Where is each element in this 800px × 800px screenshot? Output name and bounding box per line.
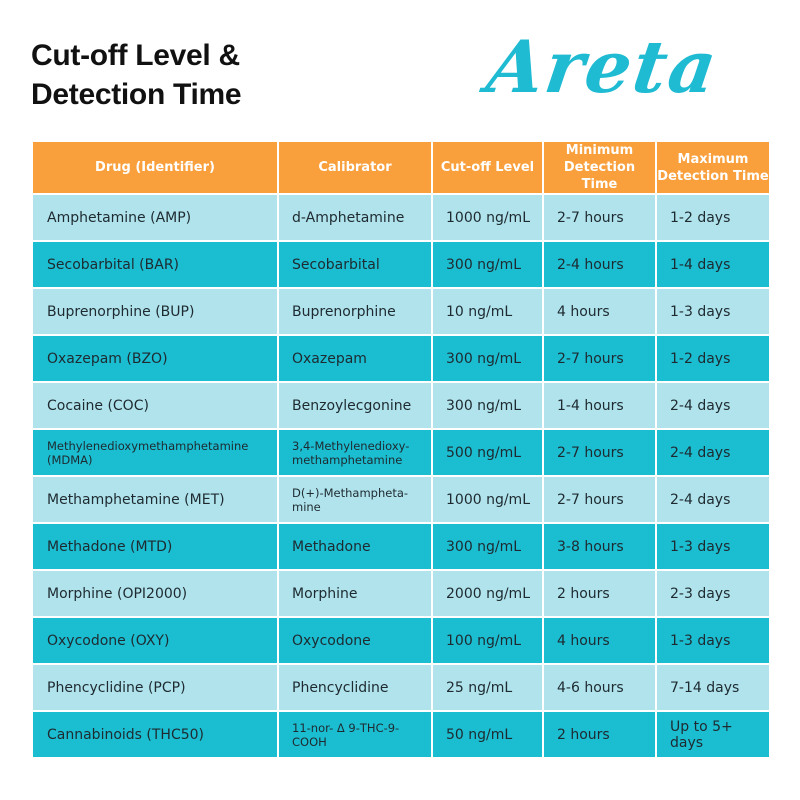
cutoff-cell: 2000 ng/mL	[431, 569, 544, 618]
table-row: Morphine (OPI2000) Morphine 2000 ng/mL 2…	[31, 569, 771, 618]
cutoff-cell: 300 ng/mL	[431, 381, 544, 430]
calibrator-cell: Methadone	[277, 522, 433, 571]
min-detection-cell: 4 hours	[542, 287, 657, 336]
min-detection-cell: 2-7 hours	[542, 193, 657, 242]
cutoff-cell: 1000 ng/mL	[431, 475, 544, 524]
calibrator-cell: d-Amphetamine	[277, 193, 433, 242]
table-row: Methadone (MTD) Methadone 300 ng/mL 3-8 …	[31, 522, 771, 571]
calibrator-cell: Oxazepam	[277, 334, 433, 383]
max-detection-cell: 1-3 days	[655, 522, 771, 571]
column-header-max-detection: Maximum Detection Time	[655, 140, 771, 195]
min-detection-cell: 4-6 hours	[542, 663, 657, 712]
cutoff-cell: 100 ng/mL	[431, 616, 544, 665]
calibrator-cell: Buprenorphine	[277, 287, 433, 336]
drug-cell: Cocaine (COC)	[31, 381, 279, 430]
min-detection-cell: 4 hours	[542, 616, 657, 665]
table-row: Methamphetamine (MET) D(+)-Methampheta-m…	[31, 475, 771, 524]
max-detection-cell: Up to 5+ days	[655, 710, 771, 759]
max-detection-cell: 7-14 days	[655, 663, 771, 712]
table-row: Cocaine (COC) Benzoylecgonine 300 ng/mL …	[31, 381, 771, 430]
drug-cell: Secobarbital (BAR)	[31, 240, 279, 289]
table-row: Oxycodone (OXY) Oxycodone 100 ng/mL 4 ho…	[31, 616, 771, 665]
min-detection-cell: 2-7 hours	[542, 334, 657, 383]
cutoff-cell: 300 ng/mL	[431, 522, 544, 571]
max-detection-cell: 2-4 days	[655, 428, 771, 477]
max-detection-cell: 1-4 days	[655, 240, 771, 289]
min-detection-cell: 2 hours	[542, 569, 657, 618]
drug-cell: Oxycodone (OXY)	[31, 616, 279, 665]
cutoff-cell: 300 ng/mL	[431, 334, 544, 383]
max-detection-cell: 2-4 days	[655, 381, 771, 430]
max-detection-cell: 1-2 days	[655, 193, 771, 242]
max-detection-cell: 2-4 days	[655, 475, 771, 524]
drug-cell: Cannabinoids (THC50)	[31, 710, 279, 759]
calibrator-cell: Oxycodone	[277, 616, 433, 665]
column-header-cutoff: Cut-off Level	[431, 140, 544, 195]
drug-cell: Phencyclidine (PCP)	[31, 663, 279, 712]
calibrator-cell: 11-nor- Δ 9-THC-9- COOH	[277, 710, 433, 759]
table-row: Cannabinoids (THC50) 11-nor- Δ 9-THC-9- C…	[31, 710, 771, 759]
table-header-row: Drug (Identifier) Calibrator Cut-off Lev…	[31, 140, 771, 195]
min-detection-cell: 2-7 hours	[542, 428, 657, 477]
calibrator-cell: Benzoylecgonine	[277, 381, 433, 430]
min-detection-cell: 2-4 hours	[542, 240, 657, 289]
min-detection-cell: 2-7 hours	[542, 475, 657, 524]
cutoff-detection-table: Drug (Identifier) Calibrator Cut-off Lev…	[31, 140, 771, 759]
drug-cell: Methamphetamine (MET)	[31, 475, 279, 524]
cutoff-cell: 10 ng/mL	[431, 287, 544, 336]
table-row: Methylenedioxymethamphetamine (MDMA) 3,4-…	[31, 428, 771, 477]
calibrator-cell: 3,4-Methylenedioxy-methamphetamine	[277, 428, 433, 477]
column-header-min-detection: Minimum Detection Time	[542, 140, 657, 195]
cutoff-cell: 500 ng/mL	[431, 428, 544, 477]
min-detection-cell: 2 hours	[542, 710, 657, 759]
brand-logo: Areta	[482, 24, 724, 109]
max-detection-cell: 2-3 days	[655, 569, 771, 618]
max-detection-cell: 1-3 days	[655, 616, 771, 665]
page-title-line1: Cut-off Level &	[31, 39, 240, 72]
max-detection-cell: 1-2 days	[655, 334, 771, 383]
drug-cell: Oxazepam (BZO)	[31, 334, 279, 383]
column-header-drug: Drug (Identifier)	[31, 140, 279, 195]
drug-cell: Morphine (OPI2000)	[31, 569, 279, 618]
table-row: Amphetamine (AMP) d-Amphetamine 1000 ng/…	[31, 193, 771, 242]
calibrator-cell: Phencyclidine	[277, 663, 433, 712]
calibrator-cell: Secobarbital	[277, 240, 433, 289]
table-row: Buprenorphine (BUP) Buprenorphine 10 ng/…	[31, 287, 771, 336]
cutoff-cell: 1000 ng/mL	[431, 193, 544, 242]
drug-cell: Methadone (MTD)	[31, 522, 279, 571]
min-detection-cell: 3-8 hours	[542, 522, 657, 571]
page-title: Cut-off Level & Detection Time	[31, 36, 242, 114]
cutoff-cell: 50 ng/mL	[431, 710, 544, 759]
min-detection-cell: 1-4 hours	[542, 381, 657, 430]
drug-cell: Buprenorphine (BUP)	[31, 287, 279, 336]
column-header-calibrator: Calibrator	[277, 140, 433, 195]
cutoff-cell: 25 ng/mL	[431, 663, 544, 712]
calibrator-cell: Morphine	[277, 569, 433, 618]
page-title-line2: Detection Time	[31, 78, 242, 111]
drug-cell: Methylenedioxymethamphetamine (MDMA)	[31, 428, 279, 477]
table-row: Phencyclidine (PCP) Phencyclidine 25 ng/…	[31, 663, 771, 712]
table-row: Secobarbital (BAR) Secobarbital 300 ng/m…	[31, 240, 771, 289]
calibrator-cell: D(+)-Methampheta-mine	[277, 475, 433, 524]
cutoff-cell: 300 ng/mL	[431, 240, 544, 289]
table-row: Oxazepam (BZO) Oxazepam 300 ng/mL 2-7 ho…	[31, 334, 771, 383]
max-detection-cell: 1-3 days	[655, 287, 771, 336]
drug-cell: Amphetamine (AMP)	[31, 193, 279, 242]
